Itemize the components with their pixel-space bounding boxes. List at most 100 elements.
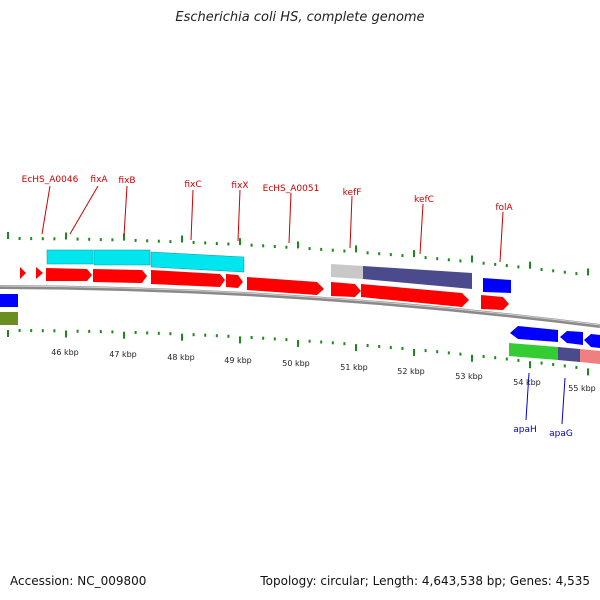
axis-label-50: 50 kbp bbox=[282, 359, 310, 368]
gene-label-apaG: apaG bbox=[549, 429, 573, 439]
top-track-tick bbox=[563, 270, 566, 274]
bottom-label-lines bbox=[525, 372, 566, 425]
cds-fixX bbox=[247, 277, 324, 295]
top-track-tick bbox=[111, 238, 114, 242]
pink-bar bbox=[580, 349, 600, 364]
top-track-tick bbox=[587, 268, 589, 276]
bottom-track-tick bbox=[587, 368, 589, 376]
top-label-lines bbox=[41, 185, 504, 263]
top-track-tick bbox=[540, 268, 543, 271]
top-track-tick bbox=[204, 241, 207, 245]
top-track-tick bbox=[285, 245, 288, 249]
bottom-track-tick bbox=[76, 329, 79, 333]
genome-backbone-highlight bbox=[0, 285, 600, 326]
bottom-track-tick bbox=[53, 329, 56, 333]
axis-label-55: 55 kbp bbox=[568, 384, 596, 393]
bottom-track-tick bbox=[239, 336, 241, 344]
cds-apaG-reverse bbox=[560, 331, 583, 345]
top-track-tick bbox=[378, 252, 381, 256]
bottom-track-tick bbox=[540, 361, 543, 365]
label-line-folA bbox=[499, 211, 504, 263]
label-line-fixC bbox=[190, 189, 194, 241]
bottom-track-tick bbox=[459, 352, 462, 356]
top-track-tick bbox=[239, 238, 241, 246]
bottom-track-tick bbox=[273, 337, 276, 341]
bottom-track-tick bbox=[447, 351, 450, 355]
bottom-track-tick bbox=[529, 361, 531, 369]
label-line-kefF bbox=[349, 195, 353, 249]
bottom-track-tick bbox=[41, 329, 44, 333]
bottom-track-tick bbox=[471, 354, 473, 362]
bottom-track-tick bbox=[285, 338, 288, 342]
top-track-tick bbox=[65, 232, 67, 240]
bottom-track-tick bbox=[157, 331, 160, 335]
top-track-tick bbox=[413, 250, 415, 258]
reverse-cds-track bbox=[510, 326, 600, 348]
genome-backbone bbox=[0, 285, 600, 328]
axis-label-53: 53 kbp bbox=[455, 372, 483, 381]
gene-label-EcHS_A0046: EcHS_A0046 bbox=[22, 175, 79, 185]
top-track-tick bbox=[552, 269, 555, 273]
top-track-tick bbox=[517, 265, 520, 269]
top-track-tick bbox=[88, 237, 91, 241]
bottom-track-tick bbox=[436, 350, 439, 354]
top-track-tick bbox=[169, 240, 172, 244]
bottom-track-tick bbox=[88, 329, 91, 333]
bottom-track-tick bbox=[134, 331, 137, 334]
bottom-track-tick bbox=[320, 340, 323, 344]
cds-fixC bbox=[226, 274, 243, 288]
operon-track bbox=[46, 249, 245, 273]
axis-label-48: 48 kbp bbox=[167, 353, 195, 362]
axis-label-52: 52 kbp bbox=[397, 367, 425, 376]
top-track-tick bbox=[436, 257, 439, 261]
lower-feature-track bbox=[509, 343, 600, 364]
axis-label-54: 54 kbp bbox=[513, 378, 541, 387]
bottom-track-tick bbox=[413, 349, 415, 356]
top-track-tick bbox=[146, 239, 149, 243]
top-track-tick bbox=[331, 248, 334, 252]
operon-bar-fixA bbox=[46, 249, 94, 265]
top-track-tick bbox=[459, 259, 462, 263]
top-track-tick bbox=[7, 232, 9, 239]
cds-apaH-reverse bbox=[510, 326, 558, 342]
bottom-track-tick bbox=[192, 333, 195, 337]
top-track-tick bbox=[134, 238, 137, 242]
top-track-tick bbox=[424, 256, 427, 260]
bottom-track-tick bbox=[366, 344, 369, 347]
top-track-tick bbox=[262, 244, 265, 248]
top-track-tick bbox=[529, 261, 531, 269]
top-track-tick bbox=[215, 242, 218, 245]
axis-label-49: 49 kbp bbox=[224, 356, 252, 365]
kefC-bar bbox=[363, 266, 472, 289]
genome-summary-text: Topology: circular; Length: 4,643,538 bp… bbox=[260, 574, 590, 588]
top-track-tick bbox=[181, 235, 183, 243]
cds-next-reverse bbox=[584, 334, 600, 348]
bottom-track-tick bbox=[331, 341, 334, 345]
top-track-tick bbox=[41, 237, 44, 241]
gene-label-kefC: kefC bbox=[414, 195, 434, 205]
bottom-track-tick bbox=[552, 363, 555, 366]
label-line-fixA bbox=[69, 185, 99, 235]
tick-track-top bbox=[7, 232, 589, 276]
bottom-track-tick bbox=[262, 336, 265, 340]
operon-bar-fixB bbox=[93, 249, 151, 266]
bottom-gene-labels: apaH apaG bbox=[513, 425, 573, 439]
top-track-tick bbox=[30, 237, 33, 241]
bottom-track-tick bbox=[343, 342, 346, 346]
label-line-fixX bbox=[237, 189, 241, 242]
bottom-track-tick bbox=[517, 358, 520, 362]
kbp-axis-labels: 46 kbp 47 kbp 48 kbp 49 kbp 50 kbp 51 kb… bbox=[51, 348, 596, 393]
top-track-tick bbox=[76, 237, 79, 241]
top-track-tick bbox=[227, 242, 230, 246]
bottom-track-tick bbox=[7, 330, 9, 337]
top-track-tick bbox=[494, 262, 497, 266]
bottom-track-tick bbox=[99, 330, 102, 334]
top-track-tick bbox=[99, 238, 102, 242]
label-line-apaH bbox=[525, 372, 530, 421]
top-track-tick bbox=[123, 233, 125, 241]
axis-label-46: 46 kbp bbox=[51, 348, 79, 357]
cds-folA-reverse bbox=[483, 278, 511, 293]
label-line-apaG bbox=[561, 377, 566, 425]
bottom-track-tick bbox=[215, 334, 218, 338]
forward-cds-track bbox=[20, 267, 509, 310]
